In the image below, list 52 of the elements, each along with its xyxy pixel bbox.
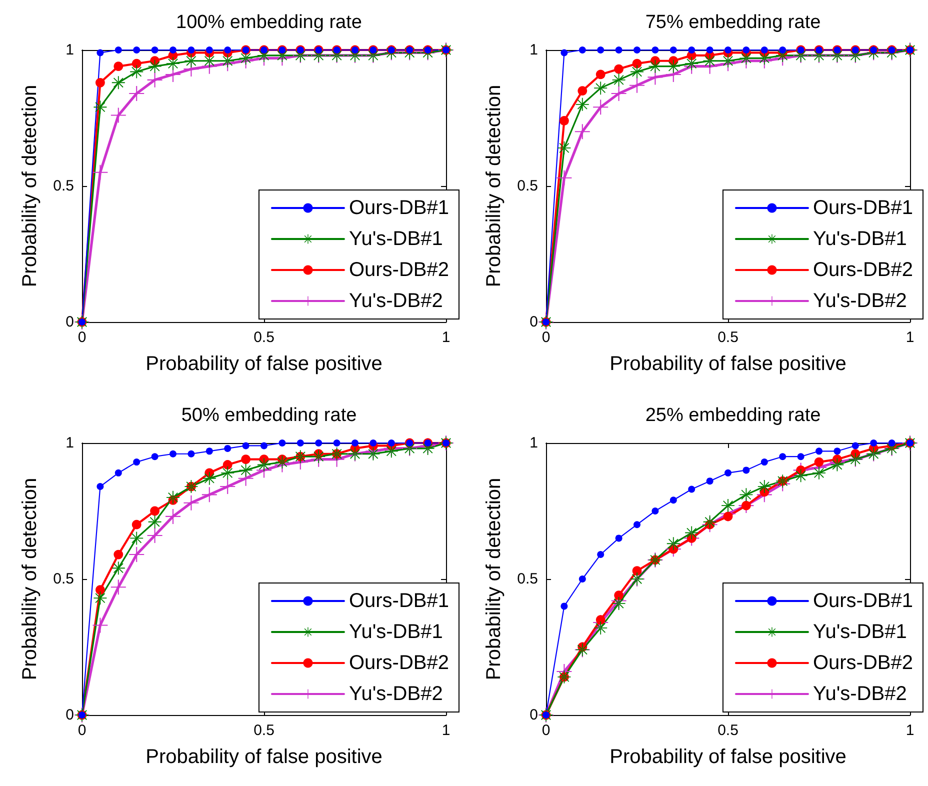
x-tick-label: 0 [542, 329, 550, 346]
legend-label: Yu's-DB#2 [812, 290, 907, 312]
x-tick-label: 0.5 [254, 329, 274, 346]
x-tick-label: 1 [906, 722, 914, 739]
chart-title: 50% embedding rate [181, 405, 357, 426]
legend-label: Yu's-DB#2 [812, 683, 907, 705]
legend-label: Ours-DB#2 [348, 652, 449, 674]
y-tick-label: 0 [530, 706, 538, 724]
y-tick-label: 0 [530, 314, 538, 330]
y-tick-label: 1 [530, 42, 538, 58]
legend-label: Ours-DB#2 [812, 652, 913, 674]
chart-title: 25% embedding rate [645, 405, 821, 426]
legend-label: Ours-DB#1 [348, 197, 449, 219]
legend-label: Ours-DB#1 [348, 590, 449, 612]
x-tick-label: 0.5 [718, 722, 738, 739]
x-tick-label: 0 [542, 722, 550, 739]
legend-label: Ours-DB#2 [812, 259, 913, 281]
x-tick-label: 1 [906, 329, 914, 346]
y-tick-label: 0 [66, 314, 74, 330]
legend-label: Yu's-DB#1 [812, 621, 907, 643]
x-axis-title: Probability of false positive [146, 746, 382, 768]
chart-title: 75% embedding rate [645, 12, 821, 33]
x-tick-label: 0.5 [718, 329, 738, 346]
legend-label: Ours-DB#2 [348, 259, 449, 281]
y-axis-title: Probability of detection [483, 84, 505, 288]
x-axis-title: Probability of false positive [610, 746, 846, 768]
legend-label: Yu's-DB#2 [348, 290, 443, 312]
y-tick-label: 1 [66, 434, 74, 452]
x-axis-title: Probability of false positive [610, 353, 846, 375]
x-tick-label: 0 [78, 329, 86, 346]
x-tick-label: 1 [442, 329, 450, 346]
x-tick-label: 0.5 [254, 722, 274, 739]
x-tick-label: 1 [442, 722, 450, 739]
y-axis-title: Probability of detection [483, 478, 505, 680]
y-tick-label: 0.5 [517, 178, 538, 194]
y-tick-label: 0.5 [53, 178, 74, 194]
chart-title: 100% embedding rate [176, 12, 362, 33]
y-tick-label: 0.5 [53, 570, 74, 588]
legend-label: Ours-DB#1 [812, 590, 913, 612]
x-tick-label: 0 [78, 722, 86, 739]
y-axis-title: Probability of detection [19, 478, 41, 680]
legend-label: Yu's-DB#2 [348, 683, 443, 705]
x-axis-title: Probability of false positive [146, 353, 382, 375]
y-tick-label: 1 [530, 434, 538, 452]
legend-label: Yu's-DB#1 [812, 228, 907, 250]
legend-label: Yu's-DB#1 [348, 228, 443, 250]
y-tick-label: 1 [66, 42, 74, 58]
y-axis-title: Probability of detection [19, 84, 41, 288]
y-tick-label: 0.5 [517, 570, 538, 588]
legend-label: Yu's-DB#1 [348, 621, 443, 643]
legend-label: Ours-DB#1 [812, 197, 913, 219]
y-tick-label: 0 [66, 706, 74, 724]
